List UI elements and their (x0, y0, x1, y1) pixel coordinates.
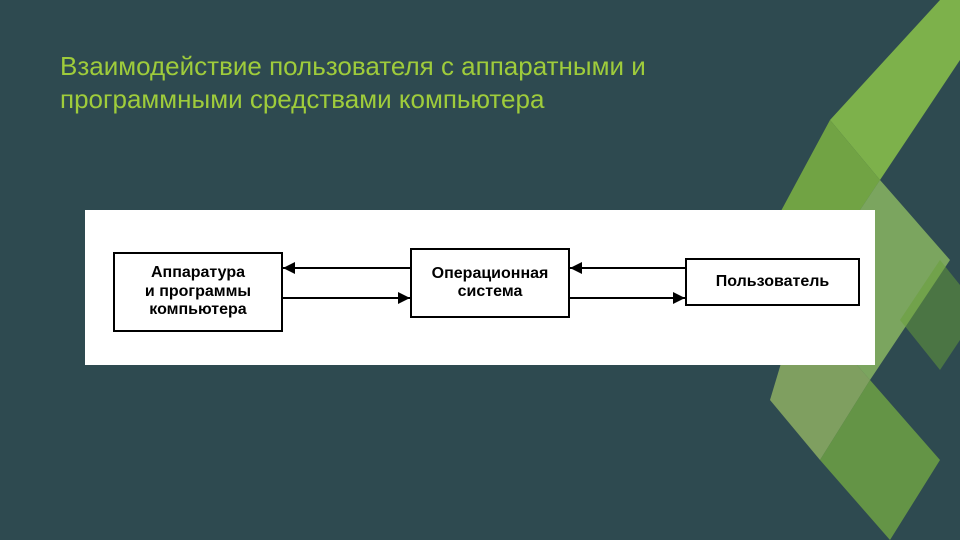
diagram: Аппаратура и программы компьютера Операци… (85, 210, 875, 365)
edge-arrow (271, 288, 422, 308)
node-user: Пользователь (685, 258, 860, 306)
edge-arrow (271, 258, 422, 278)
slide-title: Взаимодействие пользователя с аппаратным… (60, 50, 800, 115)
node-hw: Аппаратура и программы компьютера (113, 252, 283, 332)
edge-arrow (558, 288, 697, 308)
node-os: Операционная система (410, 248, 570, 318)
slide: Взаимодействие пользователя с аппаратным… (0, 0, 960, 540)
edge-arrow (558, 258, 697, 278)
